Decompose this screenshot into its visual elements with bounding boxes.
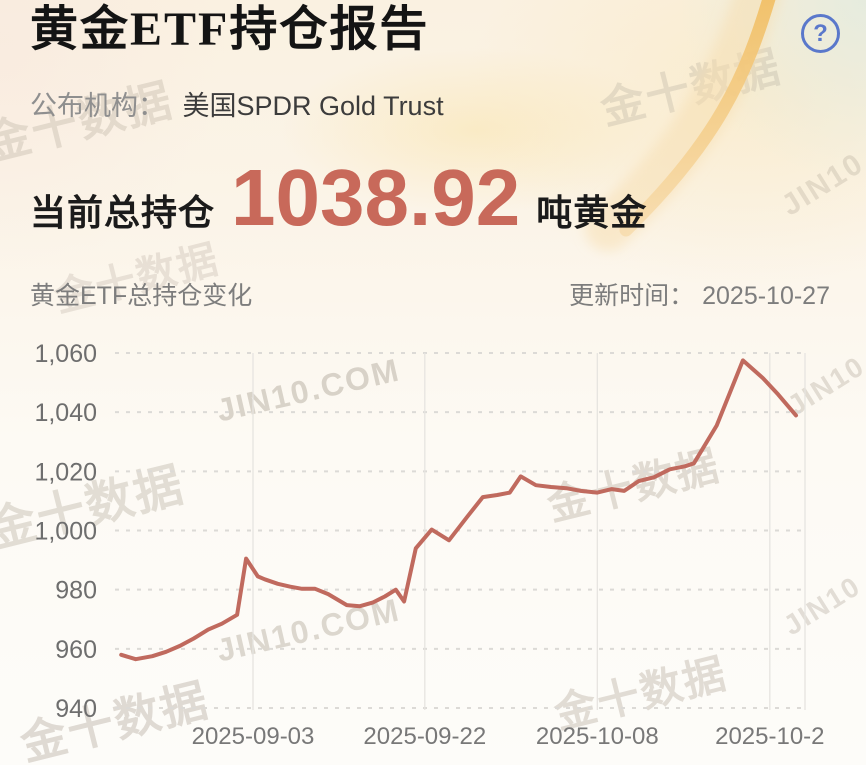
help-icon[interactable]: ?: [801, 14, 840, 53]
x-axis-label: 2025-09-22: [363, 723, 486, 750]
chart-header-row: 黄金ETF总持仓变化 更新时间： 2025-10-27: [30, 276, 830, 312]
holdings-line: [119, 358, 798, 662]
x-axis-label: 2025-10-2: [715, 723, 824, 750]
publisher-value: 美国SPDR Gold Trust: [182, 91, 444, 121]
holdings-prefix: 当前总持仓: [30, 192, 216, 233]
y-axis-label: 1,060: [34, 340, 97, 368]
publisher-label: 公布机构：: [30, 91, 165, 121]
x-axis-label: 2025-10-08: [536, 723, 659, 750]
header: 黄金ETF持仓报告 ?: [30, 2, 840, 58]
y-axis-label: 1,020: [34, 458, 97, 486]
question-mark-glyph: ?: [813, 19, 828, 47]
y-axis-label: 1,040: [34, 399, 97, 427]
publisher-row: 公布机构： 美国SPDR Gold Trust: [30, 84, 444, 123]
current-holdings-row: 当前总持仓 1038.92 吨黄金: [30, 152, 647, 244]
update-time-value: 2025-10-27: [702, 282, 830, 310]
page-title: 黄金ETF持仓报告: [30, 3, 430, 56]
y-axis-label: 960: [55, 636, 97, 664]
x-axis-label: 2025-09-03: [192, 723, 315, 750]
holdings-suffix: 吨黄金: [536, 192, 648, 233]
holdings-value: 1038.92: [231, 153, 521, 242]
chart-title: 黄金ETF总持仓变化: [30, 282, 253, 310]
update-time-label: 更新时间：: [569, 282, 695, 310]
holdings-line-chart: 940 960 980 1,000 1,020 1,040 1,060 2025-09-03 2…: [34, 340, 824, 750]
update-time: 更新时间： 2025-10-27: [569, 276, 830, 312]
y-axis-label: 940: [55, 695, 97, 723]
y-axis-label: 980: [55, 577, 97, 605]
y-axis-label: 1,000: [34, 518, 97, 546]
